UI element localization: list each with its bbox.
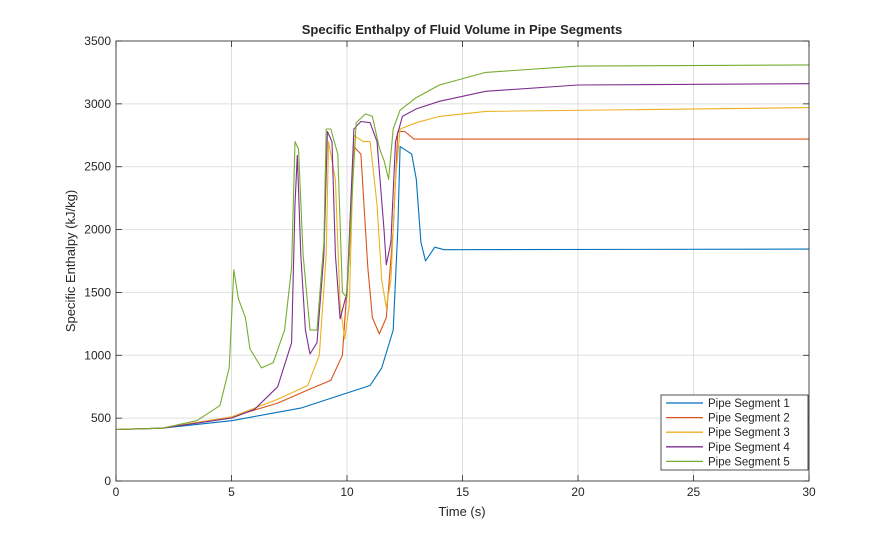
series-line-2 [115,130,809,431]
y-tick-label: 500 [91,411,111,425]
x-tick-label: 15 [456,485,470,499]
legend-entry: Pipe Segment 3 [708,427,790,439]
x-tick-label: 0 [113,485,120,499]
y-tick-label: 0 [104,474,111,488]
y-axis-label: Specific Enthalpy (kJ/kg) [63,190,78,332]
legend-entry: Pipe Segment 2 [708,413,790,425]
x-tick-label: 10 [340,485,354,499]
legend-entry: Pipe Segment 5 [708,456,790,468]
legend-entry: Pipe Segment 1 [708,398,790,410]
x-tick-label: 20 [571,485,585,499]
series-line-1 [115,146,810,431]
y-tick-label: 1500 [84,285,111,299]
x-axis-label: Time (s) [438,504,485,519]
y-tick-label: 3500 [84,34,111,48]
y-tick-label: 1000 [84,348,111,362]
x-tick-label: 30 [802,485,816,499]
x-tick-label: 25 [687,485,701,499]
ticks: 0 5 10 15 20 25 30 0 500 1000 1500 2000 2500 3000 3500 [84,34,816,499]
legend: Pipe Segment 1 Pipe Segment 2 Pipe Segment… [660,394,809,471]
y-tick-label: 3000 [84,97,111,111]
series-line-5 [115,64,810,431]
x-tick-label: 5 [228,485,235,499]
series-lines [115,64,810,431]
series-line-4 [115,83,810,431]
chart-title: Specific Enthalpy of Fluid Volume in Pip… [302,22,622,37]
y-tick-label: 2000 [84,223,111,237]
legend-entry: Pipe Segment 4 [708,442,790,454]
y-tick-label: 2500 [84,160,111,174]
